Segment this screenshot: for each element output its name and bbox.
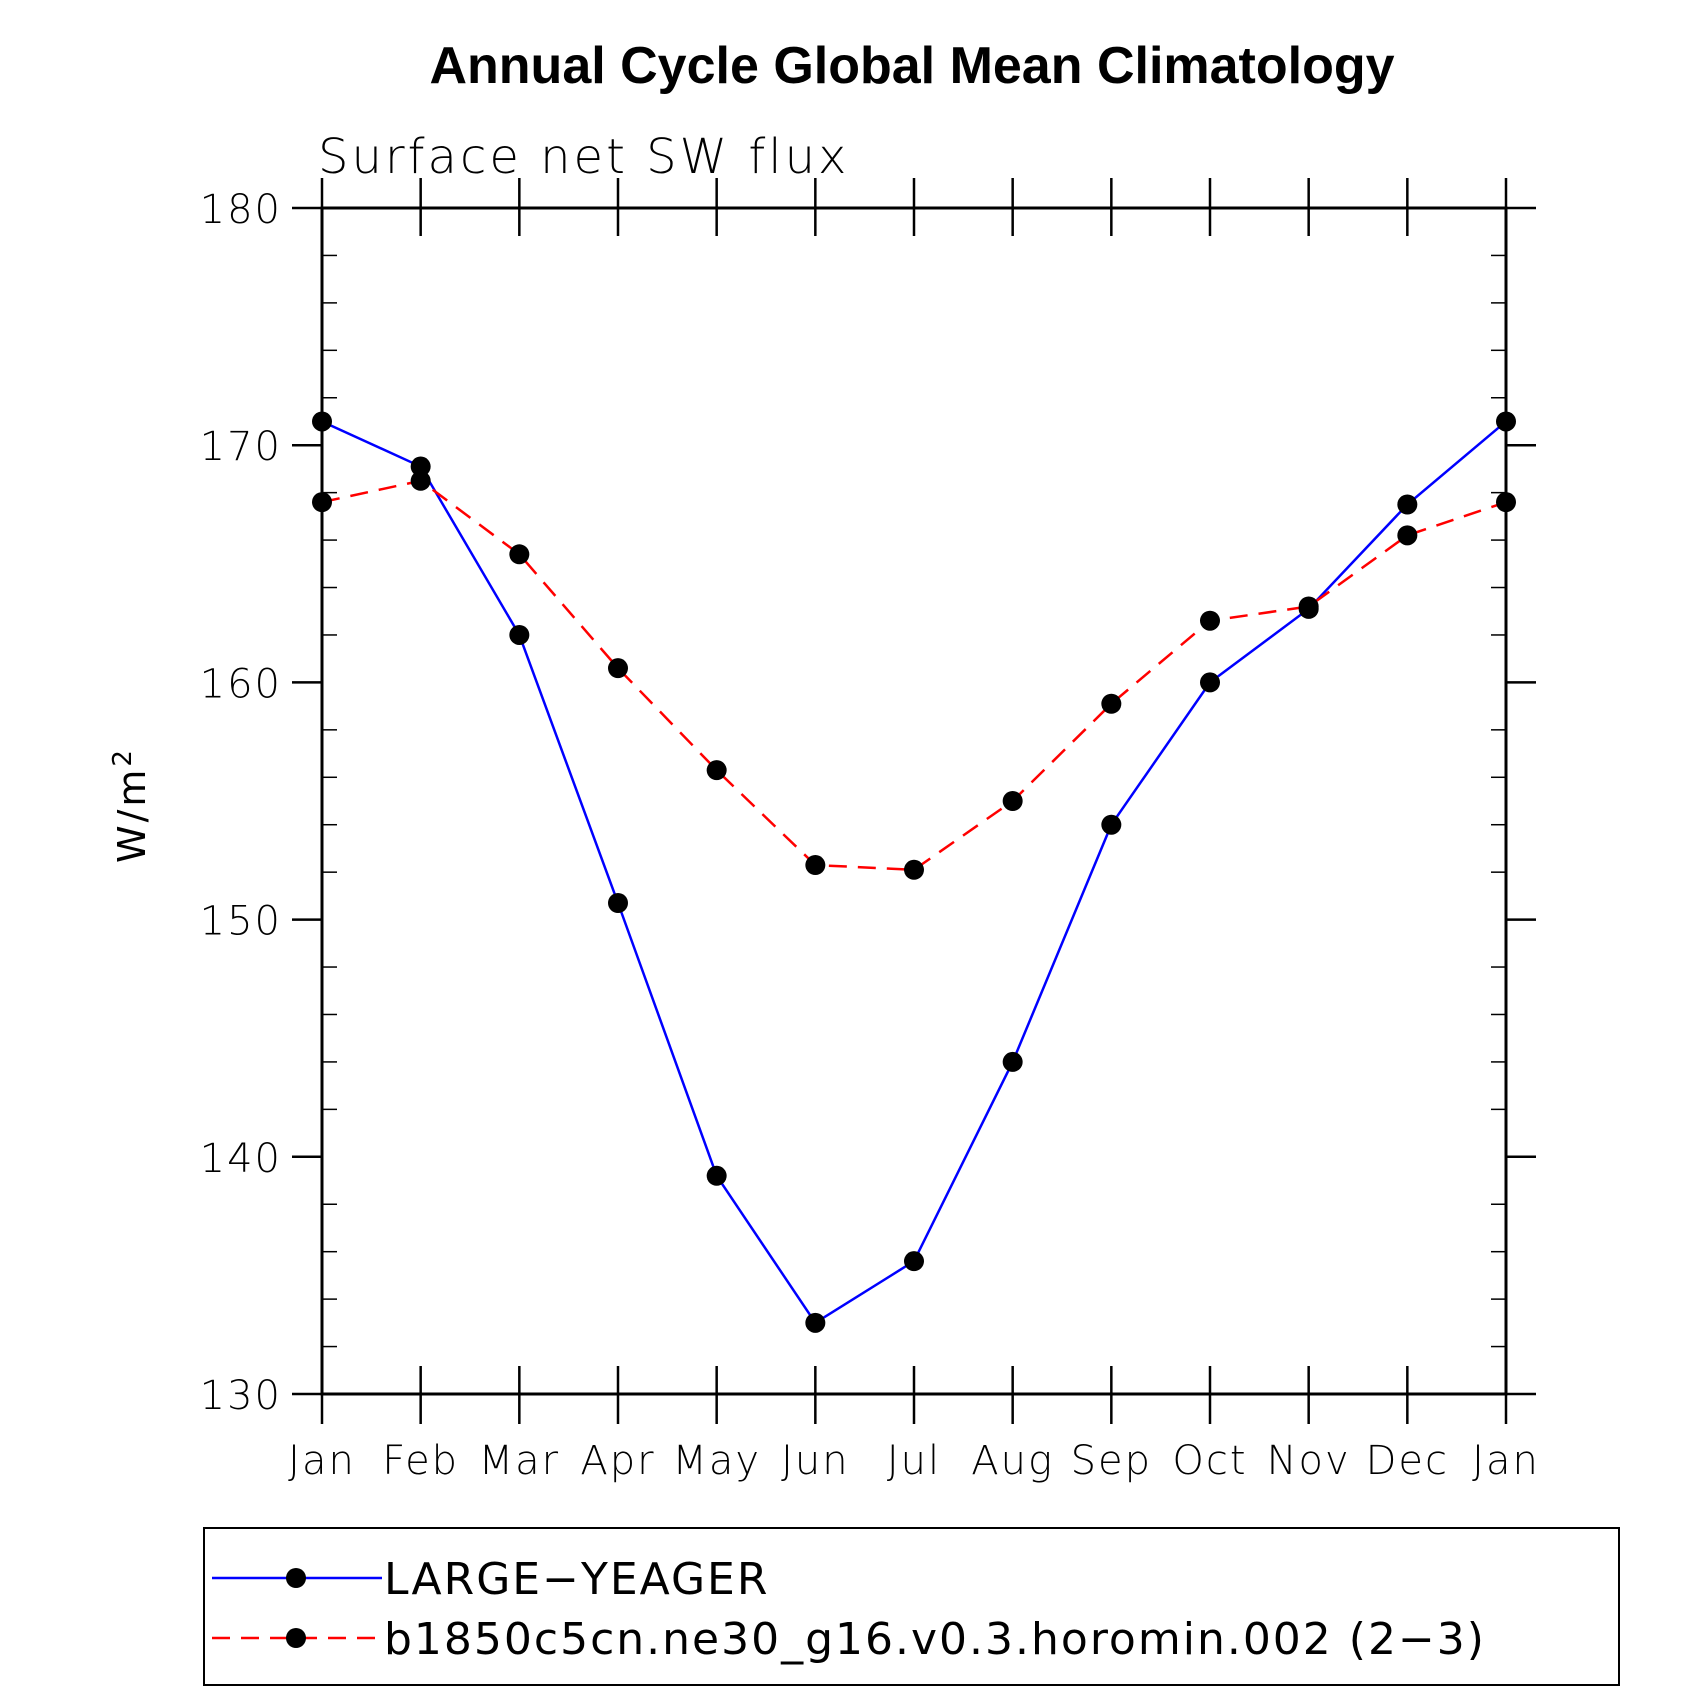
series-2-point xyxy=(410,470,431,491)
x-tick-label: May xyxy=(672,1438,761,1484)
series-2-point xyxy=(608,658,628,679)
legend-entries: LARGE−YEAGER b1850c5cn.ne30_g16.v0.3.horo… xyxy=(212,1554,1486,1665)
plot-frame xyxy=(320,206,1508,1396)
y-tick-label: 140 xyxy=(200,1136,282,1182)
series-1-point xyxy=(904,1251,924,1272)
y-axis-label-superscript: 2 xyxy=(108,747,138,767)
series-1-point xyxy=(706,1165,727,1186)
series-2-point xyxy=(706,760,727,781)
y-tick-label: 170 xyxy=(200,424,282,470)
y-tick-label: 160 xyxy=(200,661,282,707)
series-2-point xyxy=(509,544,530,565)
x-tick-label: Aug xyxy=(971,1438,1054,1484)
legend-box xyxy=(203,1527,1620,1686)
x-tick-label: Nov xyxy=(1267,1438,1351,1484)
x-tick-label: Jul xyxy=(887,1438,941,1484)
x-tick-label: Sep xyxy=(1071,1438,1152,1484)
series-2-point xyxy=(1496,492,1516,513)
series-2-point xyxy=(1200,610,1220,631)
series-2-point xyxy=(805,855,826,876)
x-tick-label: Jan xyxy=(288,1438,356,1484)
y-axis-ticks: 130 140 150 160 170 180 xyxy=(200,187,1536,1419)
x-tick-label: Feb xyxy=(382,1438,459,1484)
series-1-point xyxy=(410,456,431,477)
x-tick-label: Dec xyxy=(1366,1438,1449,1484)
series-layer xyxy=(312,411,1516,1333)
y-tick-label: 180 xyxy=(200,187,282,233)
y-tick-label: 130 xyxy=(200,1373,282,1419)
series-1-point xyxy=(1101,814,1122,835)
legend-marker-2 xyxy=(286,1628,306,1648)
x-tick-label: Jun xyxy=(781,1438,850,1484)
series-line-2 xyxy=(321,479,1507,872)
y-axis-label: W/m2 xyxy=(108,747,154,863)
series-1-point xyxy=(1002,1051,1023,1072)
y-tick-label: 150 xyxy=(200,899,282,945)
series-2-point xyxy=(1298,596,1319,617)
series-1-point xyxy=(1200,672,1220,693)
series-2-point xyxy=(904,859,924,880)
x-axis-ticks: Jan Feb Mar Apr May Jun Jul Aug Sep Oct Nov Dec Jan xyxy=(288,178,1540,1484)
chart-subtitle: Surface net SW flux xyxy=(318,129,849,185)
legend: LARGE−YEAGER b1850c5cn.ne30_g16.v0.3.horo… xyxy=(203,1527,1620,1686)
y-axis-label-text: W/m xyxy=(110,767,154,863)
series-1-point xyxy=(1397,494,1418,515)
series-1-point xyxy=(509,624,530,645)
plot-border xyxy=(320,206,1508,1396)
x-tick-label: Jan xyxy=(1472,1438,1540,1484)
x-tick-label: Oct xyxy=(1172,1438,1247,1484)
series-1-point xyxy=(608,892,628,913)
series-2-point xyxy=(312,492,332,513)
series-2-point xyxy=(1397,525,1418,546)
x-tick-label: Mar xyxy=(479,1438,560,1484)
series-2-point xyxy=(1101,693,1122,714)
series-1-point xyxy=(1496,411,1516,432)
x-tick-label: Apr xyxy=(580,1438,655,1484)
series-1-point xyxy=(805,1312,826,1333)
legend-marker-1 xyxy=(286,1568,306,1588)
series-2-point xyxy=(1002,791,1023,811)
chart-title: Annual Cycle Global Mean Climatology xyxy=(429,37,1394,95)
series-1-point xyxy=(312,411,332,432)
legend-label-1: LARGE−YEAGER xyxy=(384,1554,769,1605)
legend-label-2: b1850c5cn.ne30_g16.v0.3.horomin.002 (2−3… xyxy=(384,1614,1486,1665)
